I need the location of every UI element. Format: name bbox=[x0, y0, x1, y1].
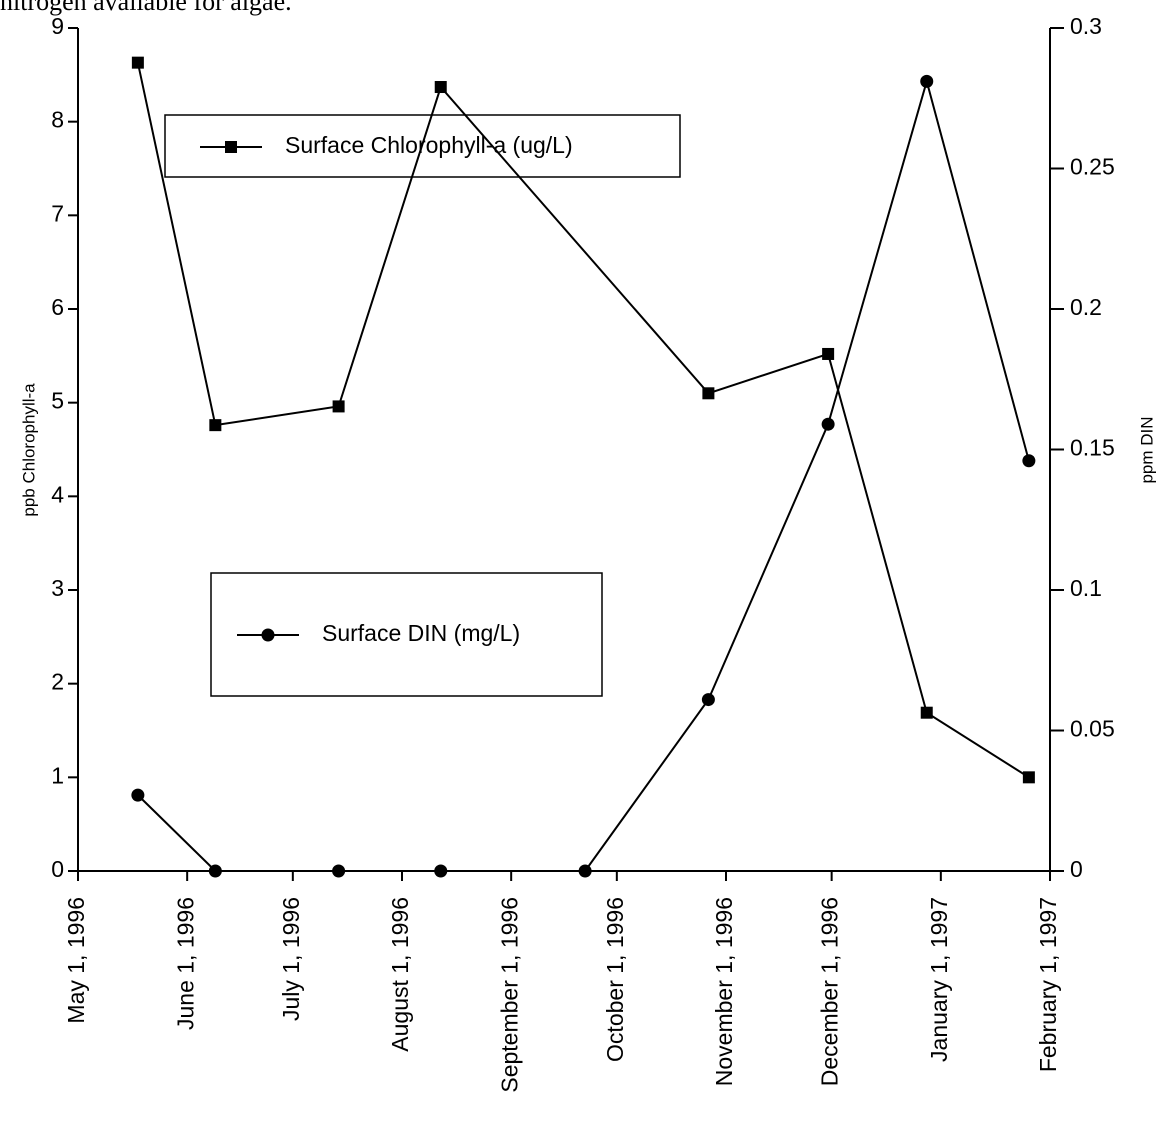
y2-tick-label: 0.2 bbox=[1070, 294, 1102, 320]
legend-marker bbox=[225, 141, 237, 153]
series-line bbox=[137, 77, 1030, 872]
caption: nitrogen available for algae. bbox=[0, 0, 292, 16]
legend-marker bbox=[261, 628, 275, 642]
data-point bbox=[1022, 454, 1036, 468]
data-point bbox=[208, 864, 222, 878]
data-point bbox=[578, 864, 592, 878]
x-tick-label: May 1, 1996 bbox=[63, 897, 89, 1024]
x-tick-label: October 1, 1996 bbox=[602, 897, 628, 1062]
y-tick-label: 6 bbox=[51, 294, 64, 320]
x-tick-label: September 1, 1996 bbox=[496, 897, 522, 1093]
data-point bbox=[702, 387, 715, 400]
y-tick-label: 1 bbox=[51, 762, 64, 788]
y2-tick-label: 0 bbox=[1070, 856, 1083, 882]
x-tick-label: January 1, 1997 bbox=[926, 897, 952, 1062]
x-tick-label: July 1, 1996 bbox=[278, 897, 304, 1021]
data-point bbox=[209, 419, 222, 432]
data-point bbox=[822, 347, 835, 360]
y2-tick-label: 0.3 bbox=[1070, 13, 1102, 39]
x-tick-label: June 1, 1996 bbox=[172, 897, 198, 1030]
data-point bbox=[434, 81, 447, 94]
y-tick-label: 3 bbox=[51, 575, 64, 601]
y2-tick-label: 0.25 bbox=[1070, 154, 1115, 180]
data-point bbox=[131, 56, 144, 69]
y-tick-label: 5 bbox=[51, 388, 64, 414]
series-line bbox=[136, 62, 1030, 779]
y-tick-label: 9 bbox=[51, 13, 64, 39]
y-tick-label: 8 bbox=[51, 107, 64, 133]
data-point bbox=[332, 864, 346, 878]
x-tick-label: November 1, 1996 bbox=[711, 897, 737, 1086]
data-point bbox=[332, 400, 345, 413]
y-tick-label: 0 bbox=[51, 856, 64, 882]
y2-axis-label: ppm DIN bbox=[1137, 416, 1156, 483]
y-tick-label: 2 bbox=[51, 669, 64, 695]
data-point bbox=[701, 693, 715, 707]
y-tick-label: 7 bbox=[51, 200, 64, 226]
data-point bbox=[131, 788, 145, 802]
y-tick-label: 4 bbox=[51, 481, 64, 507]
data-point bbox=[434, 864, 448, 878]
x-tick-label: February 1, 1997 bbox=[1035, 897, 1061, 1072]
y2-tick-label: 0.15 bbox=[1070, 435, 1115, 461]
data-point bbox=[821, 417, 835, 431]
data-point bbox=[920, 706, 933, 719]
x-tick-label: December 1, 1996 bbox=[817, 897, 843, 1086]
y2-tick-label: 0.05 bbox=[1070, 716, 1115, 742]
legend-label: Surface Chlorophyll-a (ug/L) bbox=[285, 132, 573, 158]
y2-tick-label: 0.1 bbox=[1070, 575, 1102, 601]
data-point bbox=[1022, 771, 1035, 784]
x-tick-label: August 1, 1996 bbox=[387, 897, 413, 1052]
y-axis-label: ppb Chlorophyll-a bbox=[19, 383, 38, 517]
data-point bbox=[920, 74, 934, 88]
legend-label: Surface DIN (mg/L) bbox=[322, 620, 520, 646]
